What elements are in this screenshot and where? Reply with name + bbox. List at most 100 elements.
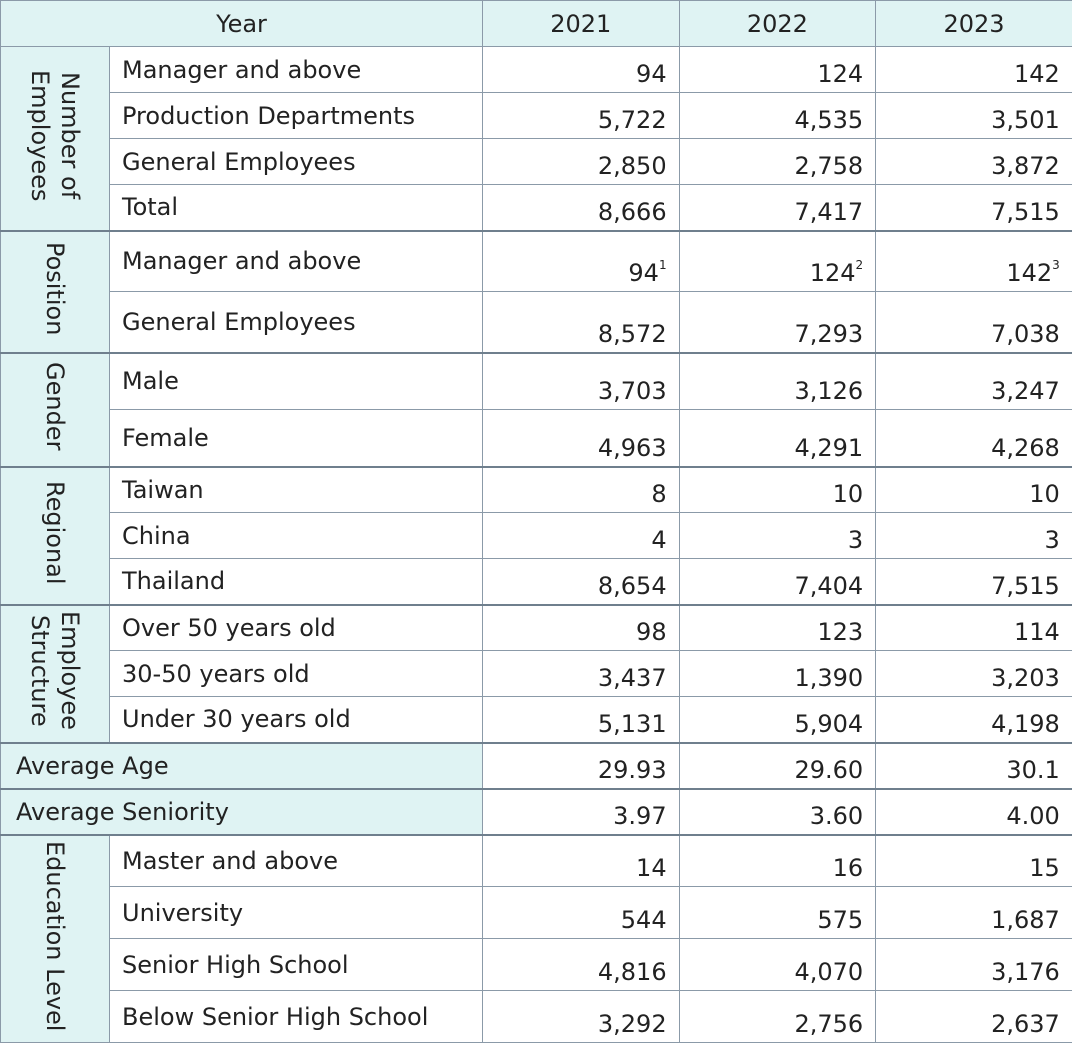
value-cell: 8,654 — [482, 558, 680, 605]
table-row: Employee Structure Over 50 years old 98 … — [0, 603, 1072, 743]
value-cell: 1,687 — [875, 886, 1072, 939]
value-cell: 3,703 — [482, 351, 680, 410]
value-cell: 2,637 — [875, 990, 1072, 1043]
row-label: Manager and above — [109, 229, 483, 292]
value-cell: 15 — [875, 833, 1072, 887]
value-cell: 123 — [678, 603, 877, 651]
row-label: China — [109, 512, 483, 559]
table-row: Thailand 8,654 7,404 7,515 — [1, 558, 1072, 605]
category-number-of-employees: Number of Employees — [0, 46, 110, 231]
value-cell: 10 — [875, 465, 1072, 513]
footnote-marker: 1 — [658, 258, 667, 272]
value-cell: 114 — [875, 603, 1072, 651]
value-cell: 7,515 — [875, 558, 1072, 605]
table-row: General Employees 2,850 2,758 3,872 — [1, 138, 1072, 185]
value-cell: 8,666 — [482, 184, 680, 231]
value-cell: 94 — [482, 46, 680, 93]
table-row: Education Level Master and above 14 16 1… — [0, 833, 1072, 1043]
value-cell: 4,535 — [678, 92, 877, 139]
table-row: Position Manager and above 941 1242 1423 — [0, 229, 1072, 353]
row-label: General Employees — [109, 138, 483, 185]
row-label: Thailand — [109, 558, 483, 605]
category-gender: Gender — [0, 351, 110, 467]
category-employee-structure: Employee Structure — [0, 603, 110, 743]
table-row: Number of Employees Manager and above 94… — [0, 46, 1072, 231]
row-label: University — [109, 886, 483, 939]
value-cell: 3,176 — [875, 938, 1072, 991]
value-cell: 7,515 — [875, 184, 1072, 231]
value-cell: 3.60 — [678, 787, 877, 835]
table-row: General Employees 8,572 7,293 7,038 — [1, 291, 1072, 353]
value-cell: 4,198 — [875, 696, 1072, 743]
row-label: General Employees — [109, 291, 483, 353]
year-2022-header: 2022 — [678, 0, 877, 47]
value-cell: 544 — [482, 886, 680, 939]
table-row: Regional Taiwan 8 10 10 — [0, 465, 1072, 605]
row-label: Male — [109, 351, 483, 410]
row-label: Over 50 years old — [109, 603, 483, 651]
table-row: Senior High School 4,816 4,070 3,176 — [1, 938, 1072, 991]
value-cell: 30.1 — [875, 741, 1072, 789]
value-cell: 3,126 — [678, 351, 877, 410]
value-cell: 7,293 — [678, 291, 877, 353]
row-label: Production Departments — [109, 92, 483, 139]
value-cell: 4,268 — [875, 409, 1072, 467]
row-label: Manager and above — [109, 46, 483, 93]
average-seniority-label: Average Seniority — [0, 787, 483, 835]
value-cell: 14 — [482, 833, 680, 887]
value-cell: 941 — [482, 229, 680, 292]
value-cell: 5,131 — [482, 696, 680, 743]
table-row: China 4 3 3 — [1, 512, 1072, 559]
value-cell: 4,070 — [678, 938, 877, 991]
value-cell: 575 — [678, 886, 877, 939]
year-header: Year — [0, 0, 483, 47]
row-label: Taiwan — [109, 465, 483, 513]
table-row: 30-50 years old 3,437 1,390 3,203 — [1, 650, 1072, 697]
year-2021-header: 2021 — [482, 0, 680, 47]
table-row: Gender Male 3,703 3,126 3,247 — [0, 351, 1072, 467]
table-row: Total 8,666 7,417 7,515 — [1, 184, 1072, 231]
value-cell: 4,291 — [678, 409, 877, 467]
average-age-label: Average Age — [0, 741, 483, 789]
value-cell: 1242 — [678, 229, 877, 292]
year-2023-header: 2023 — [875, 0, 1072, 47]
value-cell: 1423 — [875, 229, 1072, 292]
row-label: 30-50 years old — [109, 650, 483, 697]
row-label: Female — [109, 409, 483, 467]
value-cell: 29.93 — [482, 741, 680, 789]
value-cell: 8 — [482, 465, 680, 513]
row-label: Total — [109, 184, 483, 231]
value-cell: 10 — [678, 465, 877, 513]
value-cell: 1,390 — [678, 650, 877, 697]
value-cell: 98 — [482, 603, 680, 651]
row-label: Under 30 years old — [109, 696, 483, 743]
table-row: Average Age 29.93 29.60 30.1 — [0, 741, 1072, 789]
category-position: Position — [0, 229, 110, 353]
value-cell: 3,501 — [875, 92, 1072, 139]
value-cell: 7,417 — [678, 184, 877, 231]
table-row: Under 30 years old 5,131 5,904 4,198 — [1, 696, 1072, 743]
value-cell: 2,756 — [678, 990, 877, 1043]
value-cell: 4 — [482, 512, 680, 559]
value-cell: 3.97 — [482, 787, 680, 835]
category-regional: Regional — [0, 465, 110, 605]
value-cell: 5,904 — [678, 696, 877, 743]
value-cell: 4.00 — [875, 787, 1072, 835]
value-cell: 7,404 — [678, 558, 877, 605]
footnote-marker: 3 — [1052, 258, 1060, 272]
table-row: Female 4,963 4,291 4,268 — [1, 409, 1072, 467]
row-label: Below Senior High School — [109, 990, 483, 1043]
footnote-marker: 2 — [855, 258, 864, 272]
value-cell: 29.60 — [678, 741, 877, 789]
value-cell: 5,722 — [482, 92, 680, 139]
row-label: Master and above — [109, 833, 483, 887]
header-row: Year 2021 2022 2023 — [0, 0, 1072, 47]
table-row: Below Senior High School 3,292 2,756 2,6… — [1, 990, 1072, 1043]
value-cell: 2,850 — [482, 138, 680, 185]
value-cell: 3 — [875, 512, 1072, 559]
table-row: University 544 575 1,687 — [1, 886, 1072, 939]
value-cell: 3,292 — [482, 990, 680, 1043]
value-cell: 8,572 — [482, 291, 680, 353]
value-cell: 3,437 — [482, 650, 680, 697]
